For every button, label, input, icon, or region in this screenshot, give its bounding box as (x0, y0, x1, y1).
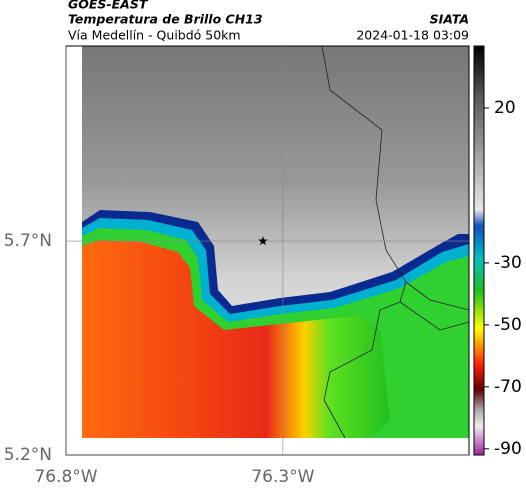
product: Temperatura de Brillo CH13 (68, 12, 263, 27)
y-tick-label: 5.2°N (4, 445, 52, 465)
colorbar-tick-label: -90 (494, 439, 522, 459)
region: Vía Medellín - Quibdó 50km (68, 28, 241, 43)
boundaries (321, 45, 470, 439)
warm-core (82, 240, 390, 438)
colorbar-tick-label: -70 (494, 377, 522, 397)
location-marker (258, 236, 268, 246)
colorbar (473, 45, 485, 456)
colorbar-tick-label: -30 (494, 253, 522, 273)
x-tick-label: 76.8°W (34, 467, 97, 487)
satellite: GOES-EAST (68, 0, 149, 12)
datetime: 2024-01-18 03:09 (356, 28, 469, 43)
y-tick-label: 5.7°N (4, 231, 52, 251)
colorbar-tick-label: -50 (494, 315, 522, 335)
x-tick-label: 76.3°W (251, 467, 314, 487)
colorbar-tick-label: 20 (494, 98, 516, 118)
source: SIATA (430, 12, 469, 27)
